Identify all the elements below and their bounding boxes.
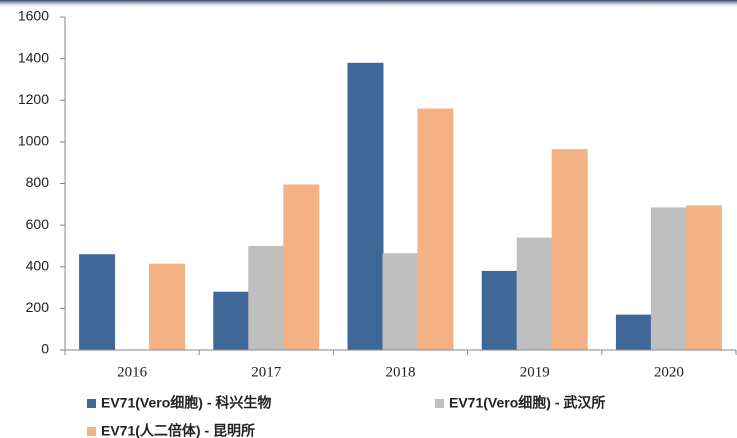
- bar: [417, 108, 454, 350]
- bar: [685, 205, 722, 350]
- bar: [516, 237, 553, 350]
- x-tick-label: 2016: [117, 364, 148, 380]
- y-tick-label: 1400: [18, 49, 49, 65]
- y-tick-label: 1600: [18, 8, 49, 24]
- bar: [551, 149, 588, 350]
- legend-swatch: [435, 399, 444, 408]
- legend-swatch: [87, 427, 96, 436]
- x-tick-label: 2020: [654, 364, 684, 380]
- bar: [481, 270, 518, 350]
- x-tick-label: 2019: [520, 364, 550, 380]
- bar: [382, 253, 419, 350]
- legend-swatch: [87, 399, 96, 408]
- bar: [79, 254, 116, 350]
- y-tick-label: 200: [26, 299, 50, 315]
- y-tick-label: 800: [26, 174, 50, 190]
- y-tick-label: 1000: [18, 133, 49, 149]
- bar: [615, 314, 652, 350]
- y-tick-label: 0: [41, 341, 49, 357]
- bar: [347, 62, 384, 350]
- y-tick-label: 600: [26, 216, 50, 232]
- y-tick-label: 400: [26, 257, 50, 273]
- bar: [149, 263, 186, 350]
- x-tick-label: 2018: [386, 364, 416, 380]
- bar: [650, 207, 687, 350]
- bar: [248, 245, 285, 350]
- x-tick-label: 2017: [251, 364, 282, 380]
- legend-label: EV71(Vero细胞) - 武汉所: [449, 395, 605, 411]
- bar: [283, 184, 320, 350]
- bar: [213, 291, 250, 350]
- legend-label: EV71(人二倍体) - 昆明所: [101, 423, 255, 438]
- legend-label: EV71(Vero细胞) - 科兴生物: [101, 395, 271, 411]
- top-band: [0, 0, 737, 8]
- y-tick-label: 1200: [18, 91, 49, 107]
